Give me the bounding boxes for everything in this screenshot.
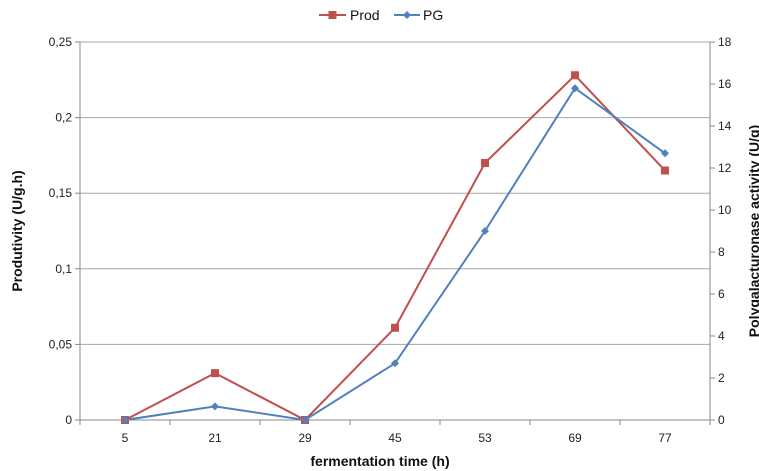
legend: Prod PG: [319, 7, 443, 23]
right-tick-label: 4: [718, 329, 725, 343]
x-tick-label: 69: [568, 431, 582, 445]
left-axis-title: Produtivity (U/g.h): [9, 170, 25, 291]
data-point-prod: [571, 71, 579, 80]
series-line-pg: [124, 86, 666, 422]
gridlines: [80, 41, 710, 345]
legend-item-pg: PG: [394, 7, 443, 23]
right-tick-label: 16: [718, 77, 732, 91]
data-point-prod: [661, 166, 669, 175]
left-tick-label: 0,2: [55, 111, 72, 125]
data-point-pg: [571, 84, 579, 93]
right-tick-label: 14: [718, 119, 732, 133]
right-axis-ticks: 0 2 4 6 8 10 12 14 16 18: [710, 35, 732, 427]
left-tick-label: 0: [65, 413, 72, 427]
left-tick-label: 0,05: [49, 337, 73, 351]
left-tick-label: 0,25: [49, 35, 73, 49]
left-tick-label: 0,1: [55, 262, 72, 276]
legend-marker-pg: [403, 11, 411, 19]
legend-marker-prod: [328, 11, 337, 19]
legend-label-pg: PG: [423, 7, 443, 23]
data-point-pg: [211, 402, 219, 411]
right-axis-title: Polygalacturonase activity (U/g): [746, 125, 759, 337]
series-line-prod: [124, 73, 666, 422]
data-point-pg: [391, 359, 399, 368]
x-axis-ticks: 5 21 29 45 53 69 77: [79, 420, 711, 445]
left-axis-ticks: 0 0,05 0,1 0,15 0,2 0,25: [49, 35, 80, 427]
x-tick-label: 45: [388, 431, 402, 445]
data-point-pg: [121, 416, 129, 424]
right-tick-label: 2: [718, 371, 725, 385]
x-tick-label: 77: [658, 431, 672, 445]
data-point-prod: [211, 369, 219, 378]
x-axis-title: fermentation time (h): [310, 453, 449, 469]
right-tick-label: 0: [718, 413, 725, 427]
right-tick-label: 10: [718, 203, 732, 217]
data-point-pg: [661, 149, 669, 158]
legend-label-prod: Prod: [350, 7, 380, 23]
series-layer: [121, 71, 669, 424]
left-tick-label: 0,15: [49, 186, 73, 200]
legend-item-prod: Prod: [319, 7, 380, 23]
data-point-pg: [301, 416, 309, 424]
right-tick-label: 18: [718, 35, 732, 49]
x-tick-label: 5: [122, 431, 129, 445]
right-tick-label: 12: [718, 161, 732, 175]
data-point-prod: [391, 323, 399, 332]
x-tick-label: 53: [478, 431, 492, 445]
x-tick-label: 29: [298, 431, 312, 445]
data-point-prod: [481, 158, 489, 167]
right-tick-label: 8: [718, 245, 725, 259]
right-tick-label: 6: [718, 287, 725, 301]
x-tick-label: 21: [208, 431, 222, 445]
data-point-pg: [481, 227, 489, 235]
